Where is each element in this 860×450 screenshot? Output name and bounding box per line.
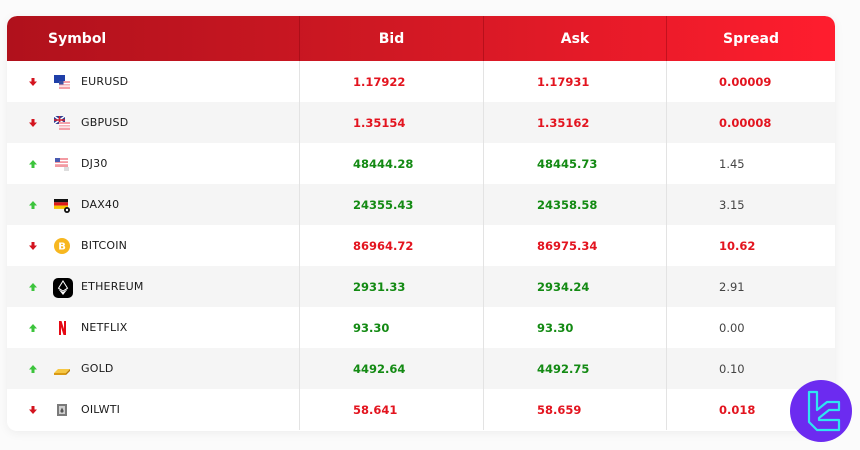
symbol-cell: GBPUSD (7, 102, 300, 143)
symbol-name: BITCOIN (81, 239, 128, 252)
arrow-down-icon (27, 76, 39, 88)
symbol-cell: B BITCOIN (7, 225, 300, 266)
spread-cell: 2.91 (719, 279, 745, 294)
tc-logo-icon[interactable] (790, 380, 852, 442)
table-row[interactable]: GOLD 4492.64 4492.75 0.10 (7, 348, 835, 389)
bid-cell: 2931.33 (300, 266, 484, 307)
symbol-cell: EURUSD (7, 61, 300, 102)
table-row[interactable]: NETFLIX 93.30 93.30 0.00 (7, 307, 835, 348)
header-bid: Bid (300, 16, 484, 61)
arrow-up-icon (27, 322, 39, 334)
spread-cell: 0.018 (719, 402, 756, 417)
ask-cell: 2934.24 (484, 266, 667, 307)
symbol-name: NETFLIX (81, 321, 128, 334)
symbol-name: OILWTI (81, 403, 121, 416)
us-flag-icon (53, 155, 71, 173)
symbol-name: ETHEREUM (81, 280, 144, 293)
ask-cell: 58.659 (484, 389, 667, 430)
spread-cell: 10.62 (719, 238, 756, 253)
bid-cell: 4492.64 (300, 348, 484, 389)
table-row[interactable]: ETHEREUM 2931.33 2934.24 2.91 (7, 266, 835, 307)
symbol-name: GBPUSD (81, 116, 129, 129)
arrow-up-icon (27, 199, 39, 211)
ask-cell: 93.30 (484, 307, 667, 348)
arrow-down-icon (27, 240, 39, 252)
table-header: Symbol Bid Ask Spread (7, 16, 835, 61)
header-spread: Spread (723, 30, 779, 47)
ethereum-icon (53, 277, 73, 298)
quotes-table: Symbol Bid Ask Spread EURUSD 1.17922 1.179… (7, 16, 835, 431)
bid-cell: 58.641 (300, 389, 484, 430)
header-ask: Ask (484, 16, 667, 61)
symbol-cell: ETHEREUM (7, 266, 300, 307)
spread-cell: 0.00009 (719, 74, 772, 89)
ask-cell: 86975.34 (484, 225, 667, 266)
bid-cell: 48444.28 (300, 143, 484, 184)
uk-us-flag-icon (53, 114, 71, 132)
bid-cell: 1.17922 (300, 61, 484, 102)
bitcoin-icon: B (53, 237, 71, 255)
arrow-up-icon (27, 281, 39, 293)
bid-cell: 24355.43 (300, 184, 484, 225)
spread-cell: 0.00 (719, 320, 745, 335)
symbol-name: DAX40 (81, 198, 120, 211)
symbol-cell: OILWTI (7, 389, 300, 430)
table-row[interactable]: B BITCOIN 86964.72 86975.34 10.62 (7, 225, 835, 266)
ask-cell: 4492.75 (484, 348, 667, 389)
symbol-name: EURUSD (81, 75, 129, 88)
symbol-name: DJ30 (81, 157, 108, 170)
table-row[interactable]: DAX40 24355.43 24358.58 3.15 (7, 184, 835, 225)
table-row[interactable]: OILWTI 58.641 58.659 0.018 (7, 389, 835, 430)
symbol-cell: GOLD (7, 348, 300, 389)
symbol-cell: NETFLIX (7, 307, 300, 348)
oil-barrel-icon (53, 401, 71, 419)
table-row[interactable]: EURUSD 1.17922 1.17931 0.00009 (7, 61, 835, 102)
symbol-cell: DJ30 (7, 143, 300, 184)
arrow-up-icon (27, 158, 39, 170)
netflix-icon (53, 319, 71, 337)
ask-cell: 24358.58 (484, 184, 667, 225)
symbol-cell: DAX40 (7, 184, 300, 225)
svg-text:B: B (58, 241, 66, 252)
eu-us-flag-icon (53, 73, 71, 91)
gold-bar-icon (53, 360, 71, 378)
spread-cell: 1.45 (719, 156, 745, 171)
bid-cell: 1.35154 (300, 102, 484, 143)
table-row[interactable]: DJ30 48444.28 48445.73 1.45 (7, 143, 835, 184)
spread-cell: 0.10 (719, 361, 745, 376)
bid-cell: 93.30 (300, 307, 484, 348)
arrow-up-icon (27, 363, 39, 375)
arrow-down-icon (27, 404, 39, 416)
spread-cell: 3.15 (719, 197, 745, 212)
header-symbol: Symbol (7, 16, 300, 61)
germany-flag-icon (53, 196, 71, 214)
arrow-down-icon (27, 117, 39, 129)
ask-cell: 1.17931 (484, 61, 667, 102)
ask-cell: 48445.73 (484, 143, 667, 184)
table-row[interactable]: GBPUSD 1.35154 1.35162 0.00008 (7, 102, 835, 143)
bid-cell: 86964.72 (300, 225, 484, 266)
table-body: EURUSD 1.17922 1.17931 0.00009 GBPUSD 1.35154… (7, 61, 835, 430)
ask-cell: 1.35162 (484, 102, 667, 143)
symbol-name: GOLD (81, 362, 114, 375)
spread-cell: 0.00008 (719, 115, 772, 130)
